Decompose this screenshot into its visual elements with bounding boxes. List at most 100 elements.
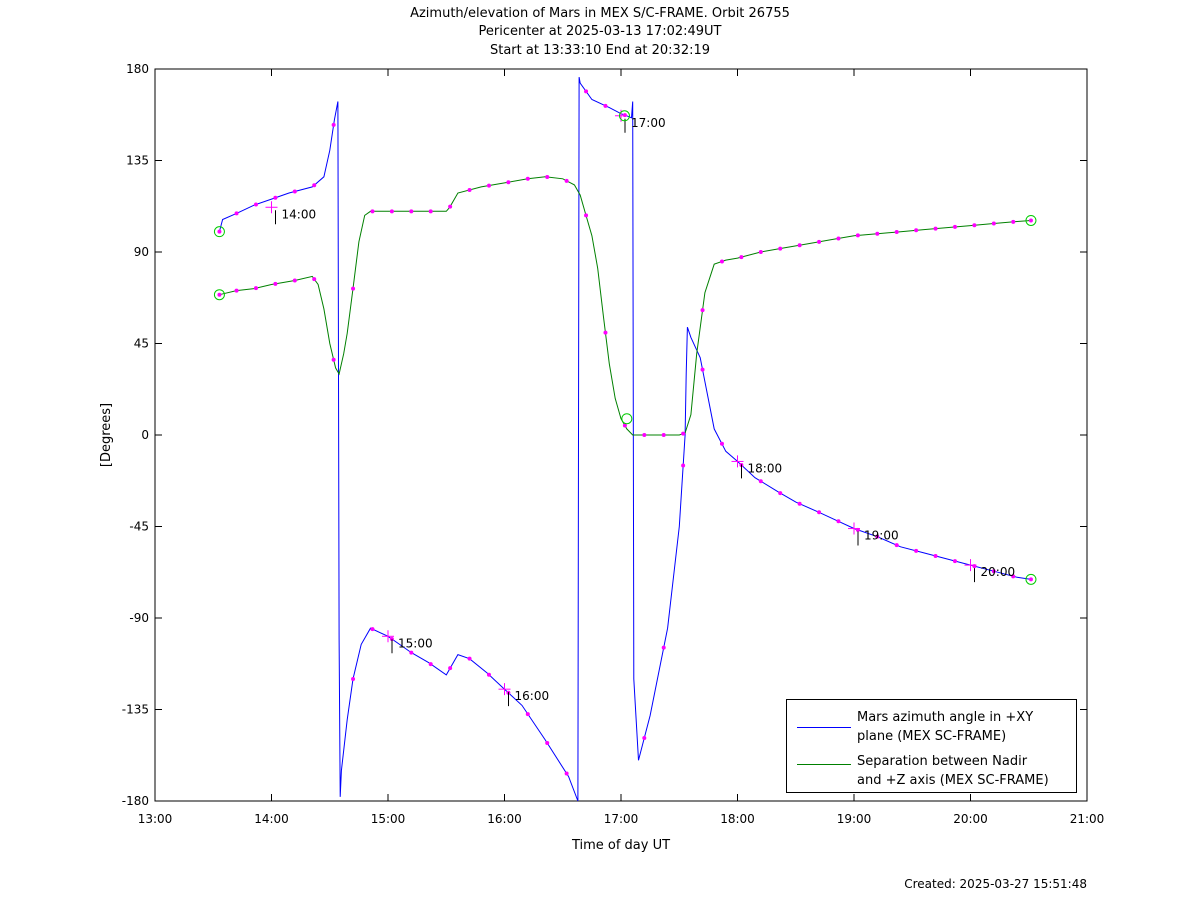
sample-point-azimuth xyxy=(312,183,317,188)
sample-point-azimuth xyxy=(661,645,666,650)
sample-point-azimuth xyxy=(914,548,919,553)
series-line-separation xyxy=(219,176,1032,436)
sample-point-separation xyxy=(370,209,375,214)
y-tick-label: 90 xyxy=(134,245,149,259)
sample-point-separation xyxy=(894,230,899,235)
sample-point-azimuth xyxy=(234,211,239,216)
y-tick-label: 135 xyxy=(126,154,149,168)
chart-title-line-1: Azimuth/elevation of Mars in MEX S/C-FRA… xyxy=(410,6,790,21)
legend-swatch-azimuth xyxy=(797,727,851,728)
pericenter-marker xyxy=(621,413,633,425)
legend-label-separation-line-2: and +Z axis (MEX SC-FRAME) xyxy=(857,773,1049,788)
sample-point-azimuth xyxy=(273,195,278,200)
sample-point-separation xyxy=(292,278,297,283)
sample-point-separation xyxy=(486,183,491,188)
sample-point-azimuth xyxy=(370,627,375,632)
sample-point-azimuth xyxy=(525,712,530,717)
x-tick-label: 14:00 xyxy=(254,812,289,826)
hour-label: 15:00 xyxy=(398,636,433,650)
sample-point-separation xyxy=(506,180,511,185)
sample-point-separation xyxy=(758,250,763,254)
sample-point-separation xyxy=(217,292,222,297)
sample-point-separation xyxy=(933,226,938,231)
sample-point-azimuth xyxy=(1028,577,1033,582)
x-tick-label: 21:00 xyxy=(1070,812,1105,826)
sample-point-azimuth xyxy=(217,229,222,234)
sample-point-separation xyxy=(1011,219,1016,224)
sample-point-separation xyxy=(312,277,317,282)
sample-point-separation xyxy=(875,231,880,236)
sample-point-separation xyxy=(739,255,744,260)
endpoint-marker xyxy=(213,226,225,238)
sample-point-azimuth xyxy=(603,103,608,108)
y-tick-label: 45 xyxy=(134,337,149,351)
sample-point-azimuth xyxy=(448,666,453,671)
sample-point-separation xyxy=(351,286,356,291)
legend-label-azimuth-line-2: plane (MEX SC-FRAME) xyxy=(857,729,1007,744)
sample-point-azimuth xyxy=(991,569,996,574)
sample-point-separation xyxy=(661,433,666,437)
sample-point-azimuth xyxy=(758,479,763,484)
sample-point-azimuth xyxy=(389,637,394,642)
y-tick-label: 0 xyxy=(141,428,149,442)
sample-point-azimuth xyxy=(351,677,356,681)
sample-point-separation xyxy=(545,174,550,179)
sample-point-separation xyxy=(1028,218,1033,223)
legend-label-azimuth-line-1: Mars azimuth angle in +XY xyxy=(857,710,1034,725)
hour-label: 16:00 xyxy=(515,689,550,703)
x-tick-label: 15:00 xyxy=(371,812,406,826)
sample-point-separation xyxy=(778,246,783,251)
sample-point-separation xyxy=(603,330,608,335)
sample-point-azimuth xyxy=(700,367,705,372)
sample-point-separation xyxy=(817,239,822,244)
sample-point-separation xyxy=(273,281,278,286)
chart-title-line-3: Start at 13:33:10 End at 20:32:19 xyxy=(489,43,711,58)
sample-point-azimuth xyxy=(545,741,550,746)
sample-point-azimuth xyxy=(584,89,589,94)
sample-point-separation xyxy=(448,204,453,209)
sample-point-azimuth xyxy=(409,650,414,655)
sample-point-separation xyxy=(836,236,841,241)
sample-point-azimuth xyxy=(933,553,938,558)
hour-label: 19:00 xyxy=(864,529,899,543)
y-tick-label: -45 xyxy=(129,520,149,534)
sample-point-azimuth xyxy=(681,463,686,468)
sample-point-separation xyxy=(952,224,957,229)
endpoint-marker xyxy=(1025,214,1037,226)
sample-point-azimuth xyxy=(253,202,258,207)
sample-point-separation xyxy=(234,288,239,293)
sample-point-separation xyxy=(331,357,336,362)
hour-label: 18:00 xyxy=(748,461,783,475)
sample-point-separation xyxy=(914,228,919,233)
legend-label-separation-line-1: Separation between Nadir xyxy=(857,754,1028,769)
x-tick-label: 16:00 xyxy=(487,812,522,826)
sample-point-azimuth xyxy=(952,559,957,564)
x-tick-label: 17:00 xyxy=(604,812,639,826)
sample-point-azimuth xyxy=(778,491,783,496)
sample-point-separation xyxy=(797,243,802,248)
hour-label: 14:00 xyxy=(282,207,317,221)
sample-point-azimuth xyxy=(428,662,433,667)
chart-title-line-2: Pericenter at 2025-03-13 17:02:49UT xyxy=(478,24,722,39)
legend-swatch-separation xyxy=(797,764,851,765)
x-axis-label: Time of day UT xyxy=(571,838,670,853)
x-tick-label: 13:00 xyxy=(138,812,173,826)
sample-point-separation xyxy=(525,176,530,181)
y-axis-label: [Degrees] xyxy=(99,403,114,467)
sample-point-separation xyxy=(700,308,705,313)
y-tick-label: -180 xyxy=(122,794,149,808)
sample-point-azimuth xyxy=(1011,574,1016,579)
sample-point-separation xyxy=(564,178,569,183)
sample-point-separation xyxy=(991,221,996,226)
sample-point-azimuth xyxy=(817,510,822,515)
sample-point-separation xyxy=(389,209,394,214)
x-tick-label: 20:00 xyxy=(953,812,988,826)
sample-point-azimuth xyxy=(797,501,802,506)
sample-point-separation xyxy=(855,233,860,238)
sample-point-azimuth xyxy=(836,519,841,524)
sample-point-separation xyxy=(409,209,414,214)
sample-point-azimuth xyxy=(622,113,627,118)
sample-point-separation xyxy=(622,423,627,428)
endpoint-marker xyxy=(1025,573,1037,585)
